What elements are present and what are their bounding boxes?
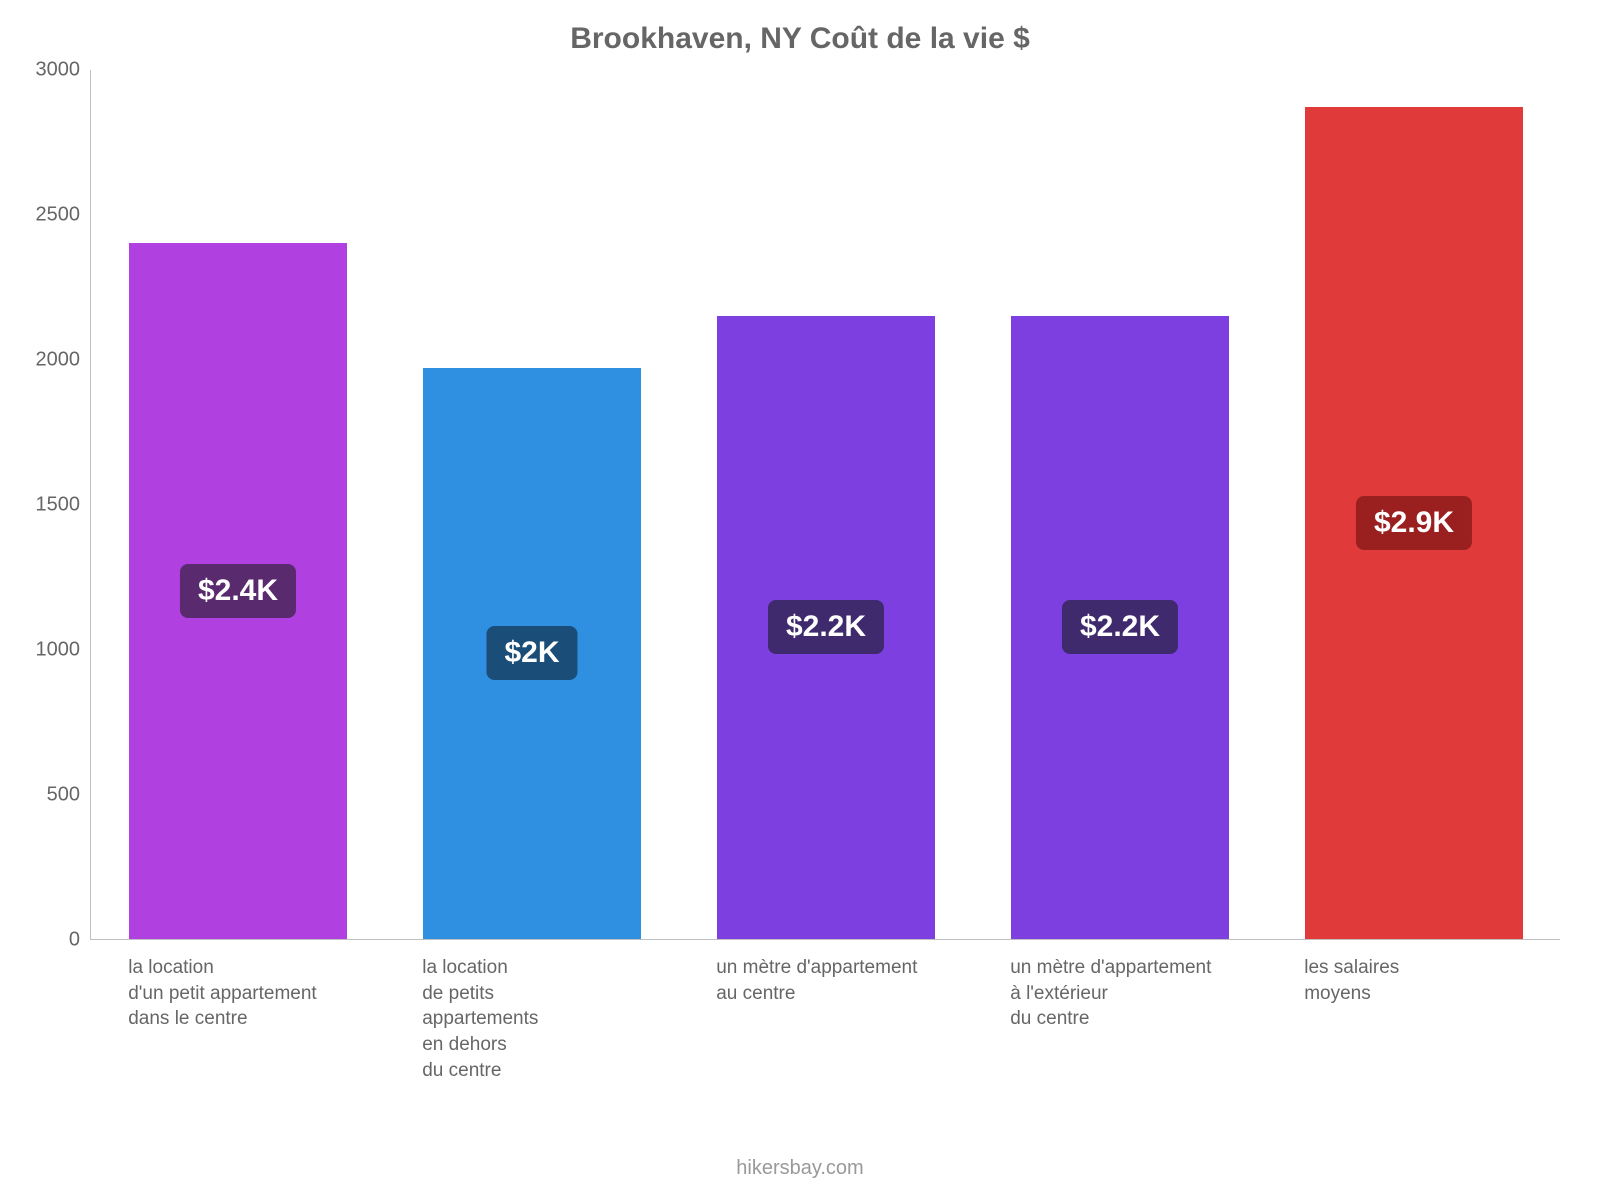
- bar-value-label: $2.9K: [1356, 496, 1472, 550]
- plot-area: $2.4K $2K $2.2K $2.2K $2.9K: [90, 70, 1560, 940]
- y-tick-label: 1000: [10, 639, 80, 662]
- y-tick-label: 3000: [10, 59, 80, 82]
- bar-value-label: $2.4K: [180, 564, 296, 618]
- bar: $2.9K: [1305, 107, 1523, 939]
- x-axis-labels: la location d'un petit appartement dans …: [90, 955, 1560, 1155]
- y-tick-label: 500: [10, 784, 80, 807]
- y-tick-label: 2000: [10, 349, 80, 372]
- bar: $2.4K: [129, 243, 347, 939]
- bar: $2.2K: [717, 316, 935, 940]
- chart-footer: hikersbay.com: [0, 1157, 1600, 1180]
- x-axis-label: un mètre d'appartement à l'extérieur du …: [1010, 955, 1248, 1032]
- x-axis-label: les salaires moyens: [1304, 955, 1542, 1006]
- bar: $2K: [423, 368, 641, 939]
- y-tick-label: 2500: [10, 204, 80, 227]
- bar-value-label: $2.2K: [768, 600, 884, 654]
- cost-of-living-bar-chart: Brookhaven, NY Coût de la vie $ 0 500 1000…: [0, 0, 1600, 1200]
- bars-container: $2.4K $2K $2.2K $2.2K $2.9K: [91, 70, 1560, 939]
- chart-title: Brookhaven, NY Coût de la vie $: [0, 22, 1600, 56]
- y-tick-label: 1500: [10, 494, 80, 517]
- x-axis-label: la location d'un petit appartement dans …: [128, 955, 366, 1032]
- x-axis-label: un mètre d'appartement au centre: [716, 955, 954, 1006]
- y-tick-label: 0: [10, 929, 80, 952]
- bar: $2.2K: [1011, 316, 1229, 940]
- x-axis-label: la location de petits appartements en de…: [422, 955, 660, 1083]
- bar-value-label: $2.2K: [1062, 600, 1178, 654]
- bar-value-label: $2K: [486, 626, 577, 680]
